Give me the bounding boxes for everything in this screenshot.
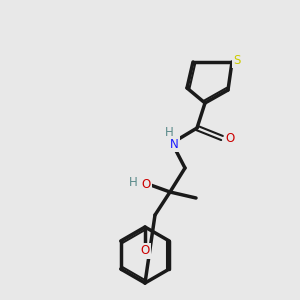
Text: O: O [225,131,235,145]
Text: O: O [141,178,151,190]
Text: H: H [129,176,137,188]
Text: N: N [169,137,178,151]
Text: O: O [140,244,150,257]
Text: H: H [165,127,173,140]
Text: S: S [233,53,241,67]
